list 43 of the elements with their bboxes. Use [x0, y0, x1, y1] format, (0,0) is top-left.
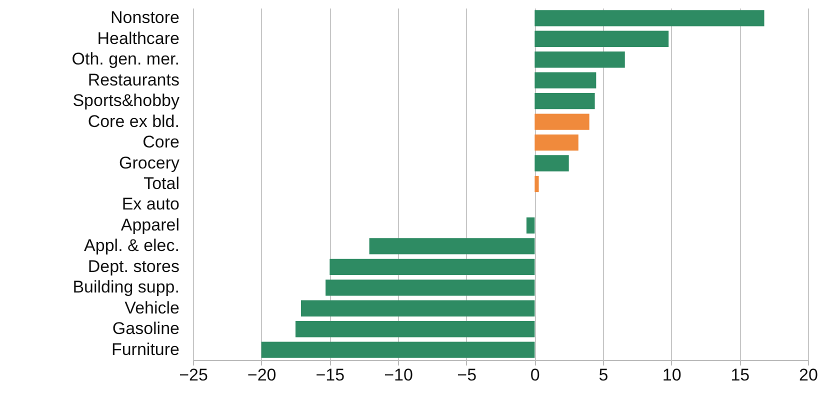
x-tick-label: 15	[730, 366, 750, 384]
y-tick-label: Sports&hobby	[72, 91, 180, 110]
y-tick-label: Vehicle	[124, 298, 180, 318]
x-tick-label: 0	[530, 366, 540, 384]
y-tick-label: Furniture	[111, 340, 180, 359]
y-tick-label: Restaurants	[88, 70, 180, 90]
bar	[534, 10, 764, 26]
y-tick-label: Gasoline	[112, 319, 180, 338]
x-tick-label: −25	[179, 366, 208, 384]
bar	[534, 52, 625, 68]
bar	[296, 321, 535, 338]
bar	[534, 92, 595, 110]
x-tick-label: 10	[662, 366, 682, 384]
x-tick-label: −20	[247, 366, 276, 384]
x-tick-label: −15	[316, 366, 345, 384]
bar	[330, 258, 535, 276]
bar	[300, 300, 535, 316]
y-tick-label: Grocery	[119, 153, 180, 172]
bar	[534, 114, 590, 130]
bar	[534, 155, 569, 172]
x-tick-label: 20	[799, 366, 818, 384]
bar	[534, 72, 596, 88]
x-tick-label: 5	[598, 366, 608, 384]
y-tick-label: Building supp.	[72, 278, 180, 297]
bar	[326, 280, 535, 296]
bar	[261, 342, 535, 358]
y-tick-label: Oth. gen. mer.	[72, 50, 180, 69]
y-tick-label: Apparel	[120, 215, 180, 234]
y-tick-label: Dept. stores	[88, 256, 180, 276]
y-tick-label: Core	[142, 132, 180, 152]
y-tick-label: Healthcare	[97, 28, 180, 48]
bar	[534, 134, 578, 151]
y-tick-label: Ex auto	[122, 194, 180, 214]
bar	[369, 238, 535, 254]
x-tick-label: −10	[384, 366, 413, 384]
y-tick-label: Appl. & elec.	[84, 236, 180, 256]
y-tick-label: Nonstore	[110, 8, 180, 28]
y-tick-label: Core ex bld.	[88, 112, 180, 131]
x-tick-label: −5	[457, 366, 477, 384]
bar	[526, 217, 535, 234]
y-tick-label: Total	[144, 174, 180, 193]
bar	[534, 30, 669, 47]
bar	[534, 176, 539, 192]
